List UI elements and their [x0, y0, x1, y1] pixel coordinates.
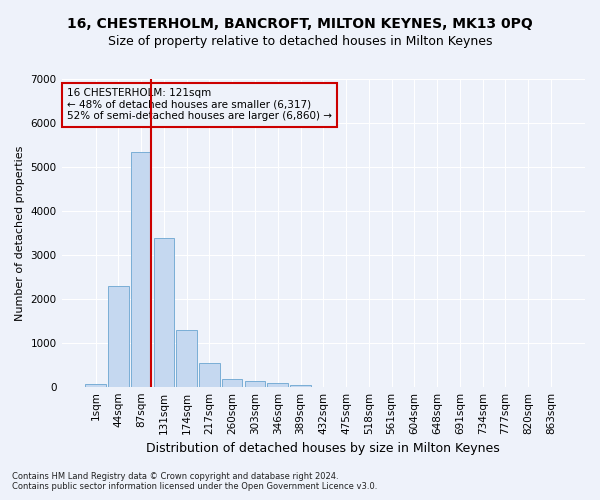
Text: Contains public sector information licensed under the Open Government Licence v3: Contains public sector information licen…	[12, 482, 377, 491]
Bar	[108, 286, 128, 386]
Bar	[268, 382, 288, 386]
Text: Size of property relative to detached houses in Milton Keynes: Size of property relative to detached ho…	[108, 35, 492, 48]
X-axis label: Distribution of detached houses by size in Milton Keynes: Distribution of detached houses by size …	[146, 442, 500, 455]
Bar	[176, 330, 197, 386]
Bar	[85, 384, 106, 386]
Text: 16, CHESTERHOLM, BANCROFT, MILTON KEYNES, MK13 0PQ: 16, CHESTERHOLM, BANCROFT, MILTON KEYNES…	[67, 18, 533, 32]
Bar	[222, 379, 242, 386]
Bar	[245, 382, 265, 386]
Bar	[131, 152, 151, 386]
Bar	[199, 364, 220, 386]
Text: 16 CHESTERHOLM: 121sqm
← 48% of detached houses are smaller (6,317)
52% of semi-: 16 CHESTERHOLM: 121sqm ← 48% of detached…	[67, 88, 332, 122]
Bar	[154, 238, 174, 386]
Y-axis label: Number of detached properties: Number of detached properties	[15, 145, 25, 320]
Text: Contains HM Land Registry data © Crown copyright and database right 2024.: Contains HM Land Registry data © Crown c…	[12, 472, 338, 481]
